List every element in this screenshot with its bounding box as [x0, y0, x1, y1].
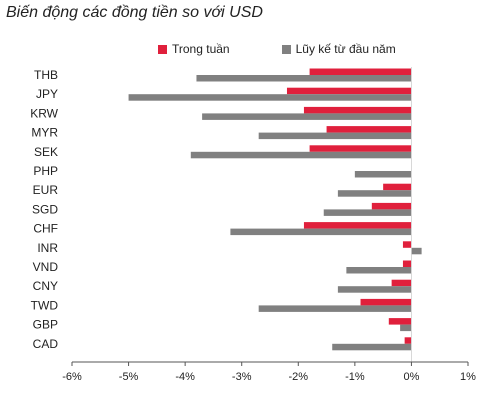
category-label: MYR [31, 126, 58, 140]
legend-label-ytd: Lũy kế từ đầu năm [295, 42, 396, 56]
chart-title: Biến động các đồng tiền so với USD [6, 4, 263, 21]
legend-item-week: Trong tuần [158, 42, 230, 56]
bar-week [360, 298, 412, 306]
category-label: INR [37, 241, 58, 255]
bar-week [309, 68, 412, 75]
category-label: CHF [33, 222, 58, 236]
bar-week [402, 260, 412, 267]
category-label: SEK [34, 145, 58, 159]
bar-week [404, 337, 412, 344]
x-tick-label: -2% [289, 371, 309, 383]
x-tick-label: 1% [460, 371, 476, 383]
bar-ytd [128, 94, 412, 101]
legend: Trong tuần Lũy kế từ đầu năm [158, 42, 448, 56]
bar-week [286, 87, 412, 95]
bar-ytd [196, 75, 412, 82]
category-label: CAD [33, 337, 59, 351]
category-label: KRW [30, 106, 58, 120]
bar-ytd [258, 132, 412, 140]
bar-ytd [258, 305, 412, 312]
category-label: EUR [33, 183, 59, 197]
category-label: TWD [31, 298, 59, 312]
bar-ytd [400, 324, 412, 332]
bar-week [391, 279, 412, 287]
category-label: JPY [36, 87, 58, 101]
x-tick-label: 0% [403, 371, 419, 383]
legend-label-week: Trong tuần [172, 42, 230, 56]
bar-week [303, 222, 412, 229]
bar-week [326, 126, 412, 133]
bar-week [383, 183, 412, 191]
bar-ytd [332, 343, 412, 351]
bar-ytd [323, 209, 412, 216]
bar-ytd [230, 228, 412, 236]
bar-ytd [411, 247, 422, 255]
bar-week [309, 145, 412, 152]
bar-ytd [337, 286, 412, 293]
legend-swatch-ytd [281, 44, 291, 54]
x-tick-label: -1% [345, 371, 365, 383]
bar-ytd [354, 171, 412, 178]
bar-week [371, 202, 412, 210]
category-label: SGD [32, 202, 58, 216]
category-label: VND [33, 260, 59, 274]
category-label: THB [34, 68, 58, 82]
category-label: PHP [33, 164, 58, 178]
bar-week [402, 241, 412, 248]
bar-ytd [202, 113, 412, 120]
legend-item-ytd: Lũy kế từ đầu năm [281, 42, 396, 56]
bar-ytd [346, 267, 412, 274]
x-tick-label: -4% [175, 371, 195, 383]
bar-week [388, 318, 412, 325]
category-label: CNY [33, 279, 58, 293]
category-label: GBP [33, 318, 58, 332]
bar-ytd [337, 190, 412, 197]
legend-swatch-week [158, 44, 167, 54]
bar-ytd [190, 151, 412, 159]
x-tick-label: -6% [62, 371, 82, 383]
x-tick-label: -5% [119, 371, 139, 383]
x-tick-label: -3% [232, 371, 252, 383]
bar-week [303, 106, 412, 114]
